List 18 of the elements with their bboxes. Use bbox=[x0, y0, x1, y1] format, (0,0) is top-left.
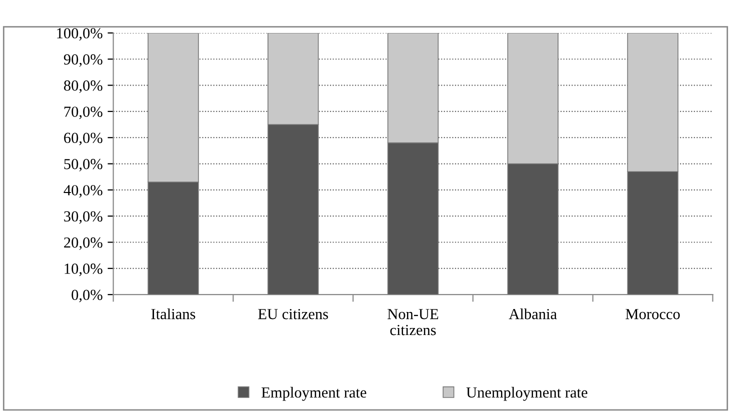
y-tick-label: 70,0% bbox=[64, 106, 102, 120]
y-tick-label: 80,0% bbox=[64, 80, 102, 93]
y-tick-label: 30,0% bbox=[64, 211, 102, 224]
y-tick-label: 50,0% bbox=[64, 158, 102, 172]
x-tick-label: Italians bbox=[151, 308, 196, 320]
y-tick-label: 100,0% bbox=[57, 28, 102, 41]
legend-label: Employment rate bbox=[262, 386, 366, 401]
y-tick-label: 20,0% bbox=[64, 237, 102, 250]
x-tick-label: Morocco bbox=[626, 309, 680, 320]
y-tick-label: 40,0% bbox=[64, 185, 102, 198]
y-tick-label: 90,0% bbox=[64, 54, 102, 67]
y-tick-label: 60,0% bbox=[64, 132, 102, 146]
x-tick-label: Non-UE citizens bbox=[388, 309, 438, 336]
x-tick-label: EU citizens bbox=[258, 308, 328, 320]
y-tick-label: 10,0% bbox=[64, 264, 102, 276]
y-tick-label: 0,0% bbox=[72, 290, 102, 302]
legend-label: Unemployment rate bbox=[466, 386, 588, 401]
x-tick-label: Albania bbox=[508, 308, 557, 320]
